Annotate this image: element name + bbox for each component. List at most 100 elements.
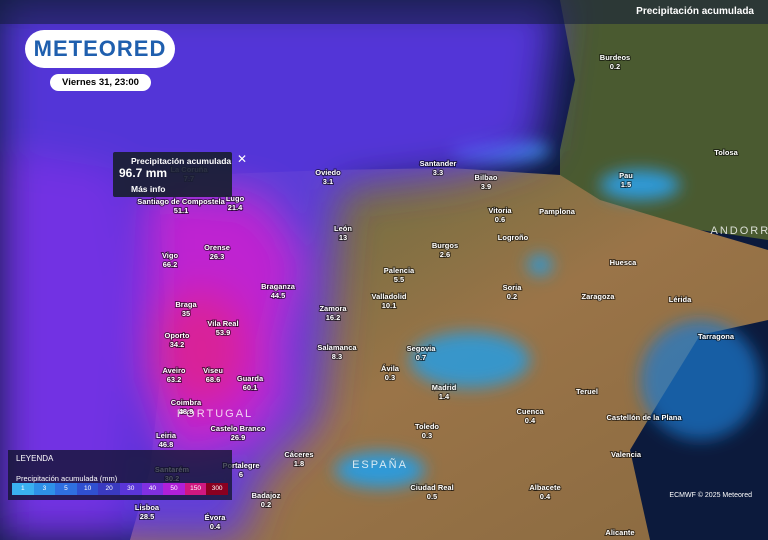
rain-overlay <box>0 0 560 540</box>
region-label: PORTUGAL <box>177 408 253 420</box>
city-value: 1.5 <box>621 180 631 189</box>
city-name: Braga <box>175 300 197 309</box>
legend-cell: 10 <box>76 483 99 495</box>
city-name: Tolosa <box>714 148 738 157</box>
legend-cell: 40 <box>141 483 164 495</box>
city-value: 66.2 <box>163 260 178 269</box>
city-value: 34.2 <box>170 340 185 349</box>
popup-close[interactable]: ✕ <box>237 152 248 166</box>
city-value: 28.5 <box>140 512 155 521</box>
top-bar <box>0 0 768 24</box>
city-name: Huesca <box>610 258 638 267</box>
city-name: Vigo <box>162 251 179 260</box>
city-name: Valencia <box>611 450 642 459</box>
city-name: Logroño <box>498 233 529 242</box>
city-value: 68.6 <box>206 375 221 384</box>
city-value: 0.4 <box>210 522 221 531</box>
region-label: ESPAÑA <box>352 458 408 471</box>
city-value: 1.8 <box>294 459 304 468</box>
city-name: Castellón de la Plana <box>606 413 682 422</box>
city-value: 16.2 <box>326 313 341 322</box>
city-value: 6 <box>239 470 243 479</box>
city-name: Vitoria <box>488 206 512 215</box>
city-value: 44.5 <box>271 291 286 300</box>
layer-button[interactable]: Precipitación acumulada <box>636 6 754 17</box>
city-value: 0.4 <box>525 416 536 425</box>
city-value: 53.9 <box>216 328 231 337</box>
city-value: 3.9 <box>481 182 491 191</box>
city-value: 51.1 <box>174 206 189 215</box>
city-value: 0.3 <box>385 373 395 382</box>
city-value: 0.2 <box>610 62 620 71</box>
legend-cell: 20 <box>98 483 120 495</box>
city-name: Valladolid <box>371 292 406 301</box>
city-value: 26.3 <box>210 252 225 261</box>
city-value: 3.3 <box>433 168 443 177</box>
city-name: Lérida <box>669 295 692 304</box>
city-value: 0.3 <box>422 431 432 440</box>
city-name: Zaragoza <box>582 292 616 301</box>
legend-scale: 1 3 5 10 20 30 40 50 150 300 <box>12 483 228 495</box>
city-name: Leiria <box>156 431 177 440</box>
city-name: Soria <box>503 283 523 292</box>
city-value: 21.4 <box>228 203 243 212</box>
city-value: 13 <box>339 233 347 242</box>
city-name: Cáceres <box>284 450 313 459</box>
city-name: Pau <box>619 171 633 180</box>
legend-cell: 30 <box>119 483 142 495</box>
city-value: 26.9 <box>231 433 246 442</box>
city-name: Palencia <box>384 266 415 275</box>
city-name: Salamanca <box>317 343 357 352</box>
city-name: Oporto <box>165 331 190 340</box>
city-value: 0.2 <box>261 500 271 509</box>
legend-cell: 50 <box>163 483 185 495</box>
city-name: Castelo Branco <box>210 424 265 433</box>
time-pill[interactable]: Viernes 31, 23:00 <box>50 74 151 91</box>
city-name: Toledo <box>415 422 439 431</box>
legend-cell: 5 <box>55 483 77 495</box>
city-value: 1.4 <box>439 392 450 401</box>
popup-title: Precipitación acumulada <box>131 156 232 166</box>
city-value: 0.6 <box>495 215 505 224</box>
legend-cell: 1 <box>12 483 34 495</box>
legend-subtitle: Precipitación acumulada (mm) <box>16 474 118 483</box>
city-value: 10.1 <box>382 301 397 310</box>
city-value: 60.1 <box>243 383 258 392</box>
legend-cell: 300 <box>206 483 228 495</box>
city-name: León <box>334 224 352 233</box>
city-value: 0.2 <box>507 292 517 301</box>
city-value: 3.1 <box>323 177 333 186</box>
city-name: Madrid <box>432 383 457 392</box>
city-name: Ciudad Real <box>410 483 453 492</box>
city-name: Cuenca <box>516 407 544 416</box>
city-name: Santander <box>420 159 457 168</box>
city-name: Burdeos <box>600 53 630 62</box>
city-value: 0.7 <box>416 353 426 362</box>
city-name: Bilbao <box>475 173 498 182</box>
city-name: Lugo <box>226 194 245 203</box>
city-name: Zamora <box>319 304 347 313</box>
legend-cell: 3 <box>33 483 56 495</box>
logo[interactable]: METEORED <box>25 30 175 68</box>
city-name: Orense <box>204 243 230 252</box>
city-value: 48.8 <box>179 407 194 416</box>
city-name: Lisboa <box>135 503 160 512</box>
popup: Precipitación acumulada 96.7 mm Más info… <box>113 152 247 197</box>
city-name: Évora <box>205 513 227 522</box>
city-name: Alicante <box>605 528 634 537</box>
popup-more[interactable]: Más info <box>131 184 166 194</box>
city-name: Burgos <box>432 241 458 250</box>
city-value: 2.6 <box>440 250 450 259</box>
city-name: Coimbra <box>171 398 202 407</box>
city-name: Albacete <box>529 483 560 492</box>
city-name: Braganza <box>261 282 296 291</box>
city-name: Oviedo <box>315 168 341 177</box>
city-name: Segovia <box>407 344 437 353</box>
city-value: 0.5 <box>427 492 437 501</box>
city-name: Santiago de Compostela <box>137 197 225 206</box>
city-name: Viseu <box>203 366 223 375</box>
city-name: Ávila <box>381 364 400 373</box>
city-name: Guarda <box>237 374 264 383</box>
